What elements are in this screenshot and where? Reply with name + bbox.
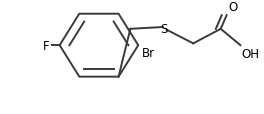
Text: OH: OH: [241, 48, 259, 60]
Text: O: O: [229, 1, 238, 14]
Text: F: F: [43, 39, 50, 52]
Text: S: S: [160, 23, 167, 36]
Text: Br: Br: [142, 47, 155, 59]
